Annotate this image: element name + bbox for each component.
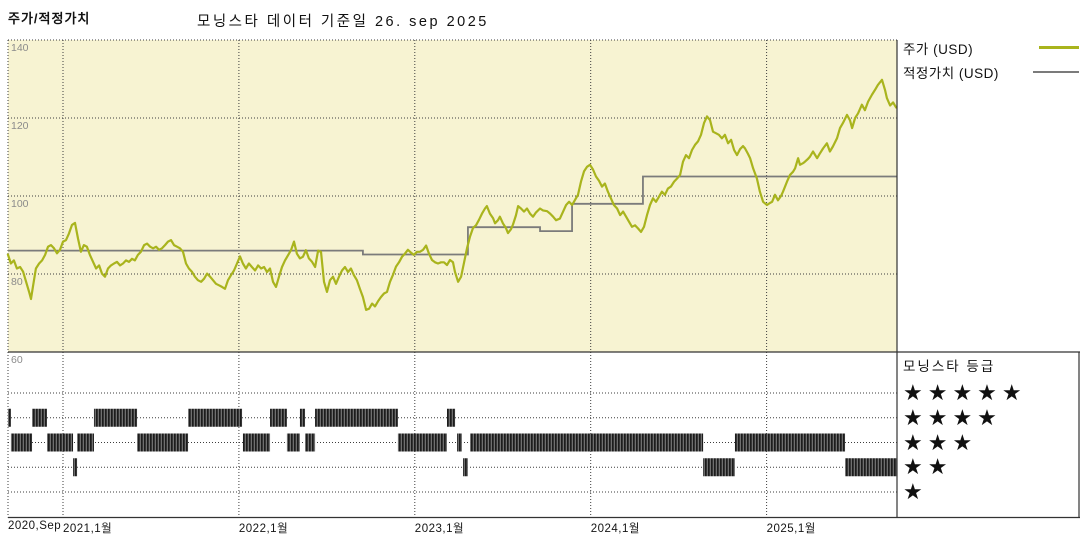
legend-label-fair-value: 적정가치 (USD) xyxy=(903,65,999,81)
price-line-swatch-icon xyxy=(1039,46,1079,49)
rating-history-bar xyxy=(73,458,78,477)
rating-history-bar xyxy=(315,408,398,427)
rating-history-bar xyxy=(7,408,11,427)
rating-history-bar xyxy=(845,458,898,477)
star-rating-row-5: ★★★★★ xyxy=(903,380,1027,405)
y-axis-label: 60 xyxy=(11,354,23,366)
star-rating-row-3: ★★★ xyxy=(903,429,978,455)
fair-value-line xyxy=(7,175,898,256)
legend-item-fair-value: 적정가치 (USD) xyxy=(903,63,1079,81)
rating-history-bar xyxy=(270,408,287,427)
y-axis-label: 80 xyxy=(11,276,23,288)
rating-history-bar xyxy=(462,458,468,477)
x-axis-label: 2025,1월 xyxy=(766,523,816,535)
rating-history-bar xyxy=(77,433,94,452)
x-axis-label: 2023,1월 xyxy=(414,523,465,535)
price-line xyxy=(6,78,898,311)
rating-history-bar xyxy=(137,433,189,452)
chart-title: 모닝스타 데이터 기준일 26. sep 2025 xyxy=(197,14,489,30)
rating-history-bar xyxy=(734,433,846,452)
y-axis-label: 120 xyxy=(11,120,29,132)
rating-history-bar xyxy=(286,433,300,452)
rating-history-bar xyxy=(470,433,704,452)
x-axis-label: 2021,1월 xyxy=(63,523,113,535)
y-axis-label: 100 xyxy=(11,198,29,210)
rating-history-bar xyxy=(10,433,33,452)
fair-value-line-swatch-icon xyxy=(1033,70,1079,73)
ratings-panel-title: 모닝스타 등급 xyxy=(903,359,996,374)
rating-history-bar xyxy=(397,433,447,452)
star-rating-row-4: ★★★★ xyxy=(903,404,1002,430)
rating-history-bar xyxy=(446,408,456,427)
rating-history-bar xyxy=(46,433,74,452)
rating-history-bar xyxy=(188,408,243,427)
rating-history-bar xyxy=(299,408,306,427)
rating-history-bar xyxy=(305,433,316,452)
rating-history-bar xyxy=(32,408,47,427)
star-rating-row-1: ★ xyxy=(903,479,928,504)
rating-history-bar xyxy=(703,458,735,477)
x-axis-label: 2024,1월 xyxy=(590,523,640,535)
x-axis-label: 2022,1월 xyxy=(238,523,289,535)
legend: 주가 (USD) 적정가치 (USD) xyxy=(903,39,1079,99)
chart-section-label: 주가/적정가치 xyxy=(8,11,91,26)
rating-history-bar xyxy=(242,433,271,452)
legend-item-price: 주가 (USD) xyxy=(903,39,1079,57)
legend-label-price: 주가 (USD) xyxy=(903,41,974,57)
rating-history-bar xyxy=(457,433,462,452)
x-axis-label: 2020,Sep xyxy=(7,520,62,532)
rating-history-bar xyxy=(93,408,138,427)
y-axis-label: 140 xyxy=(11,42,29,54)
star-rating-row-2: ★★ xyxy=(903,454,953,480)
